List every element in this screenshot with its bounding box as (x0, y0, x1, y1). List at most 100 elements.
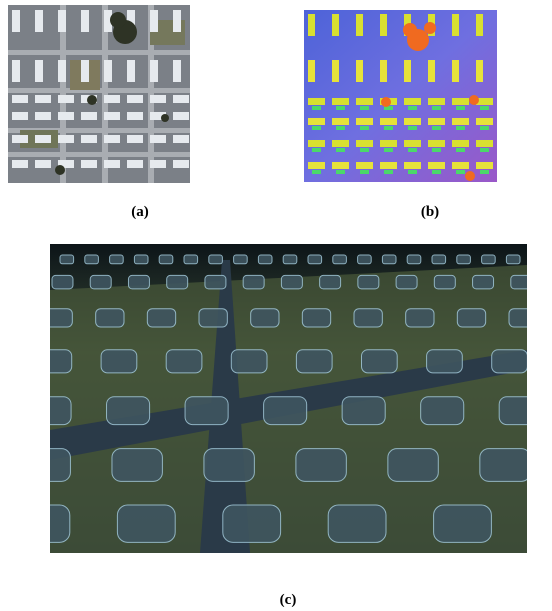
building (508, 308, 527, 328)
vegetation (336, 148, 345, 152)
building (12, 135, 28, 143)
road (60, 5, 66, 183)
building (341, 396, 386, 426)
building (173, 95, 189, 103)
building (50, 349, 73, 374)
building (203, 448, 255, 482)
road (148, 5, 154, 183)
vegetation (456, 148, 465, 152)
scene-a (8, 5, 190, 183)
building (104, 135, 120, 143)
building (426, 349, 463, 374)
building (356, 162, 373, 169)
road (8, 88, 190, 93)
building (327, 504, 387, 543)
panel-label: (b) (421, 204, 439, 220)
building (50, 396, 72, 426)
building (127, 95, 143, 103)
building (150, 95, 166, 103)
building (301, 308, 332, 328)
vegetation (336, 170, 345, 174)
vegetation (432, 170, 441, 174)
building (308, 140, 325, 147)
building (353, 308, 383, 328)
building (35, 10, 43, 32)
building (332, 98, 349, 105)
building (380, 118, 397, 125)
building (476, 140, 493, 147)
vegetation (384, 126, 393, 130)
building (380, 14, 387, 36)
vegetation (312, 106, 321, 110)
building (59, 254, 75, 265)
building (81, 135, 97, 143)
tree (469, 95, 479, 105)
building (208, 254, 223, 265)
vegetation (360, 106, 369, 110)
tree (381, 97, 391, 107)
building (58, 95, 74, 103)
vegetation (336, 106, 345, 110)
building (308, 98, 325, 105)
tree (465, 171, 475, 181)
building (476, 98, 493, 105)
building (361, 349, 398, 374)
building (81, 160, 97, 168)
building (12, 112, 28, 120)
building (104, 112, 120, 120)
building (356, 60, 363, 82)
building (307, 254, 323, 265)
building (452, 118, 469, 125)
building (12, 95, 28, 103)
building (81, 112, 97, 120)
building (476, 60, 483, 82)
building (173, 10, 181, 32)
building (505, 254, 521, 265)
building (184, 396, 229, 426)
building (428, 60, 435, 82)
building (12, 160, 28, 168)
vegetation (456, 170, 465, 174)
building (104, 60, 112, 82)
building (84, 254, 99, 265)
building (404, 118, 421, 125)
vegetation (360, 170, 369, 174)
building (308, 14, 315, 36)
building (100, 349, 138, 374)
building (428, 98, 445, 105)
tree (87, 95, 97, 105)
building (308, 60, 315, 82)
building (104, 160, 120, 168)
vegetation (456, 106, 465, 110)
vegetation (312, 148, 321, 152)
building (104, 10, 112, 32)
vegetation (408, 170, 417, 174)
vegetation (408, 148, 417, 152)
building (406, 254, 422, 265)
scene-c (50, 254, 527, 553)
building (12, 60, 20, 82)
building (35, 95, 51, 103)
vegetation (336, 126, 345, 130)
building (116, 504, 176, 543)
building (452, 162, 469, 169)
building (242, 274, 265, 290)
building (12, 10, 20, 32)
vegetation (480, 170, 489, 174)
building (332, 254, 347, 265)
building (510, 274, 527, 290)
building (295, 349, 333, 374)
building (150, 10, 158, 32)
road (8, 128, 190, 133)
building (183, 254, 199, 265)
road (102, 5, 108, 183)
vegetation (480, 106, 489, 110)
building (166, 274, 189, 290)
building (58, 60, 66, 82)
panel-label: (c) (280, 592, 297, 608)
building (479, 448, 527, 482)
vegetation (360, 126, 369, 130)
road (8, 152, 190, 157)
